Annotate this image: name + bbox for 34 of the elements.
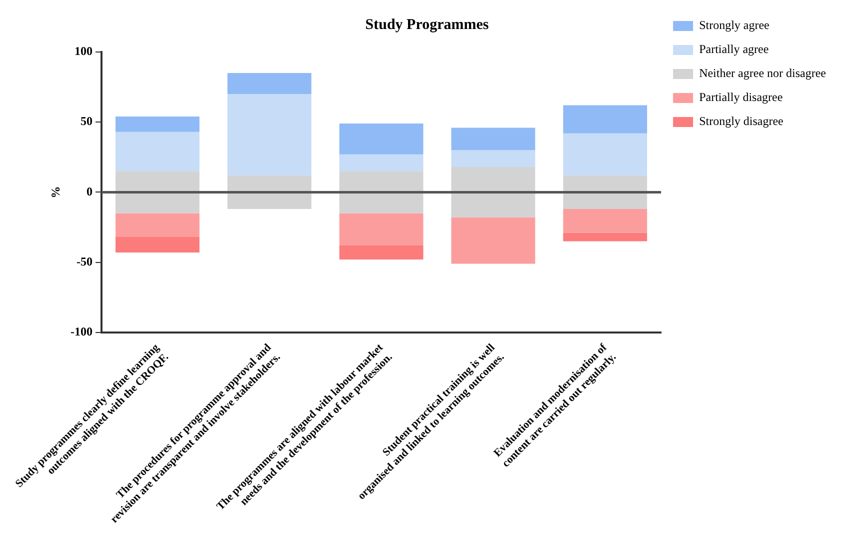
y-axis-title: %: [48, 186, 62, 198]
y-tick-label: 0: [86, 184, 93, 198]
y-tick-label: -50: [76, 254, 93, 268]
bar: [339, 171, 424, 214]
bar: [116, 213, 200, 238]
bar: [116, 116, 200, 132]
bar: [116, 237, 200, 252]
bar: [339, 154, 424, 172]
bar: [451, 150, 536, 167]
bar: [227, 73, 312, 94]
legend-label: Strongly agree: [699, 18, 770, 32]
chart-title: Study Programmes: [365, 16, 489, 33]
y-tick-label: 100: [74, 44, 93, 58]
bar: [116, 132, 200, 172]
legend-label: Partially agree: [699, 42, 769, 56]
bar: [563, 105, 648, 134]
y-tick-label: -100: [70, 324, 93, 338]
legend-label: Neither agree nor disagree: [699, 66, 826, 80]
bar: [563, 133, 648, 176]
bar: [451, 128, 536, 150]
bar: [339, 245, 424, 260]
legend-label: Partially disagree: [699, 90, 783, 104]
bar: [451, 166, 536, 218]
legend-label: Strongly disagree: [699, 114, 784, 128]
bar: [227, 175, 312, 210]
bar: [339, 124, 424, 154]
bar: [563, 209, 648, 233]
bar: [116, 171, 200, 214]
y-tick-label: 50: [80, 114, 93, 128]
bar: [451, 217, 536, 264]
bar: [339, 213, 424, 246]
bar: [563, 175, 648, 210]
bar: [227, 94, 312, 176]
bar: [563, 232, 648, 242]
